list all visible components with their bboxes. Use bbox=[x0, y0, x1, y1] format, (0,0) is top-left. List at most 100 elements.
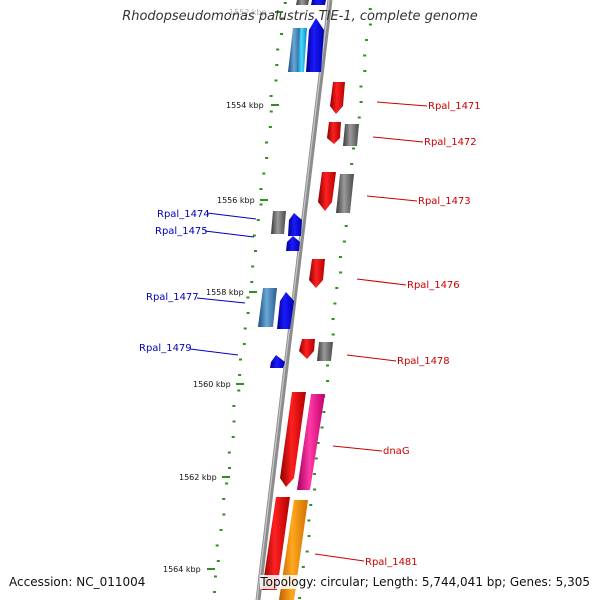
gene-label-rpal-1478: Rpal_1478 bbox=[397, 356, 450, 367]
gc-dot bbox=[305, 550, 309, 553]
label-rpal-1472: Rpal_1472 bbox=[372, 136, 477, 148]
gene-rpal-1474-gray[interactable] bbox=[271, 211, 286, 234]
gc-dot bbox=[251, 265, 255, 268]
gc-dot bbox=[254, 250, 257, 252]
gc-dot bbox=[313, 488, 317, 491]
gc-dot bbox=[298, 597, 302, 599]
gene-rpal-1474-blue[interactable] bbox=[288, 213, 302, 236]
accession-text: Accession: NC_011004 bbox=[9, 575, 146, 589]
gc-dot bbox=[316, 442, 320, 444]
gc-dot bbox=[219, 529, 223, 531]
gc-dot bbox=[342, 240, 346, 243]
label-rpal-1475: Rpal_1475 bbox=[155, 226, 255, 238]
gc-dot bbox=[231, 436, 235, 438]
gene-label-rpal-1472: Rpal_1472 bbox=[424, 137, 477, 148]
gene-reverse-blue-large[interactable] bbox=[306, 18, 324, 72]
gc-dot bbox=[314, 457, 318, 460]
gc-dot bbox=[265, 157, 269, 159]
gc-dot bbox=[269, 95, 273, 97]
gene-label-rpal-1477: Rpal_1477 bbox=[146, 292, 199, 303]
map-title: Rhodopseudomonas palustris TIE-1, comple… bbox=[122, 9, 478, 24]
gc-dot bbox=[363, 70, 367, 72]
gc-dot bbox=[252, 234, 256, 237]
gene-rpal-1473a[interactable] bbox=[318, 172, 336, 211]
gc-dot bbox=[322, 411, 326, 413]
gene-label-rpal-1476: Rpal_1476 bbox=[407, 280, 460, 291]
gene-rpal-1477-blue[interactable] bbox=[277, 292, 294, 329]
gene-label-dnag: dnaG bbox=[383, 446, 410, 457]
gene-dnag-pink[interactable] bbox=[297, 394, 325, 490]
gene-rpal-1476[interactable] bbox=[309, 259, 325, 288]
gc-dot bbox=[213, 575, 217, 578]
gene-rpal-1479[interactable] bbox=[270, 355, 285, 368]
gene-reverse-steel[interactable] bbox=[288, 28, 307, 72]
gc-dot bbox=[307, 535, 311, 537]
gc-dot bbox=[213, 591, 217, 593]
gc-dot bbox=[331, 318, 335, 320]
gc-dot bbox=[268, 126, 272, 128]
gene-label-rpal-1481: Rpal_1481 bbox=[365, 557, 418, 568]
gc-dot bbox=[368, 23, 372, 26]
gc-dot bbox=[262, 172, 266, 175]
tick-label-1560: 1560 kbp bbox=[193, 380, 231, 389]
tick-label-1558: 1558 kbp bbox=[206, 288, 244, 297]
label-rpal-1478: Rpal_1478 bbox=[346, 354, 450, 367]
gc-dot bbox=[301, 566, 305, 568]
gc-dot bbox=[309, 504, 313, 506]
gene-rpal-1475[interactable] bbox=[286, 236, 300, 251]
gene-rpal-1473b[interactable] bbox=[336, 174, 354, 213]
gc-dot bbox=[283, 2, 287, 4]
gc-dot bbox=[237, 389, 241, 392]
gene-rpal-1471[interactable] bbox=[330, 82, 345, 114]
gc-dot bbox=[227, 451, 231, 454]
gene-top-blue[interactable] bbox=[296, 0, 326, 5]
label-rpal-1473: Rpal_1473 bbox=[366, 195, 471, 207]
gc-dot bbox=[276, 48, 280, 51]
gene-rpal-1478a[interactable] bbox=[299, 339, 315, 359]
gc-dot bbox=[246, 312, 250, 314]
label-rpal-1474: Rpal_1474 bbox=[157, 209, 257, 220]
tick-1558: 1558 kbp bbox=[206, 288, 257, 297]
tick-1564: 1564 kbp bbox=[163, 565, 215, 574]
gc-dot bbox=[246, 296, 250, 299]
gc-dot bbox=[216, 560, 220, 562]
gc-dot bbox=[250, 281, 254, 283]
label-rpal-1479: Rpal_1479 bbox=[139, 343, 239, 356]
gc-dot bbox=[232, 420, 236, 423]
gc-dot bbox=[331, 333, 335, 336]
gc-dot bbox=[227, 467, 231, 469]
gene-rpal-1472b[interactable] bbox=[343, 124, 359, 146]
gc-dot bbox=[280, 17, 284, 20]
gc-dot bbox=[215, 544, 219, 547]
gc-dot bbox=[359, 85, 363, 88]
tick-1560: 1560 kbp bbox=[193, 380, 244, 389]
gc-dot bbox=[325, 364, 329, 367]
gc-dot bbox=[238, 358, 242, 361]
gene-rpal-1478b[interactable] bbox=[317, 342, 333, 361]
gc-content-track bbox=[213, 2, 372, 599]
gc-dot bbox=[326, 380, 330, 382]
tick-label-1556: 1556 kbp bbox=[217, 196, 255, 205]
gc-dot bbox=[365, 39, 369, 41]
gc-dot bbox=[256, 219, 260, 221]
gc-dot bbox=[242, 343, 246, 345]
gc-dot bbox=[238, 374, 242, 376]
gc-dot bbox=[275, 64, 279, 66]
gene-dnag-red[interactable] bbox=[280, 392, 306, 487]
tick-label-1564: 1564 kbp bbox=[163, 565, 201, 574]
tick-1552: 1552 kbp bbox=[229, 8, 283, 17]
gc-dot bbox=[232, 405, 236, 407]
gene-rpal-1477-steel[interactable] bbox=[258, 288, 277, 327]
gc-dot bbox=[357, 116, 361, 119]
gc-dot bbox=[320, 426, 324, 429]
gc-dot bbox=[359, 101, 363, 103]
topology-text: Topology: circular; Length: 5,744,041 bp… bbox=[260, 575, 590, 589]
gene-rpal-1481-red[interactable] bbox=[262, 497, 290, 590]
gc-dot bbox=[269, 110, 273, 113]
gc-dot bbox=[225, 482, 229, 485]
gene-rpal-1472a[interactable] bbox=[327, 122, 341, 144]
tick-1562: 1562 kbp bbox=[179, 473, 230, 482]
gc-dot bbox=[243, 327, 247, 330]
gc-dot bbox=[307, 519, 311, 522]
gc-dot bbox=[312, 473, 316, 475]
